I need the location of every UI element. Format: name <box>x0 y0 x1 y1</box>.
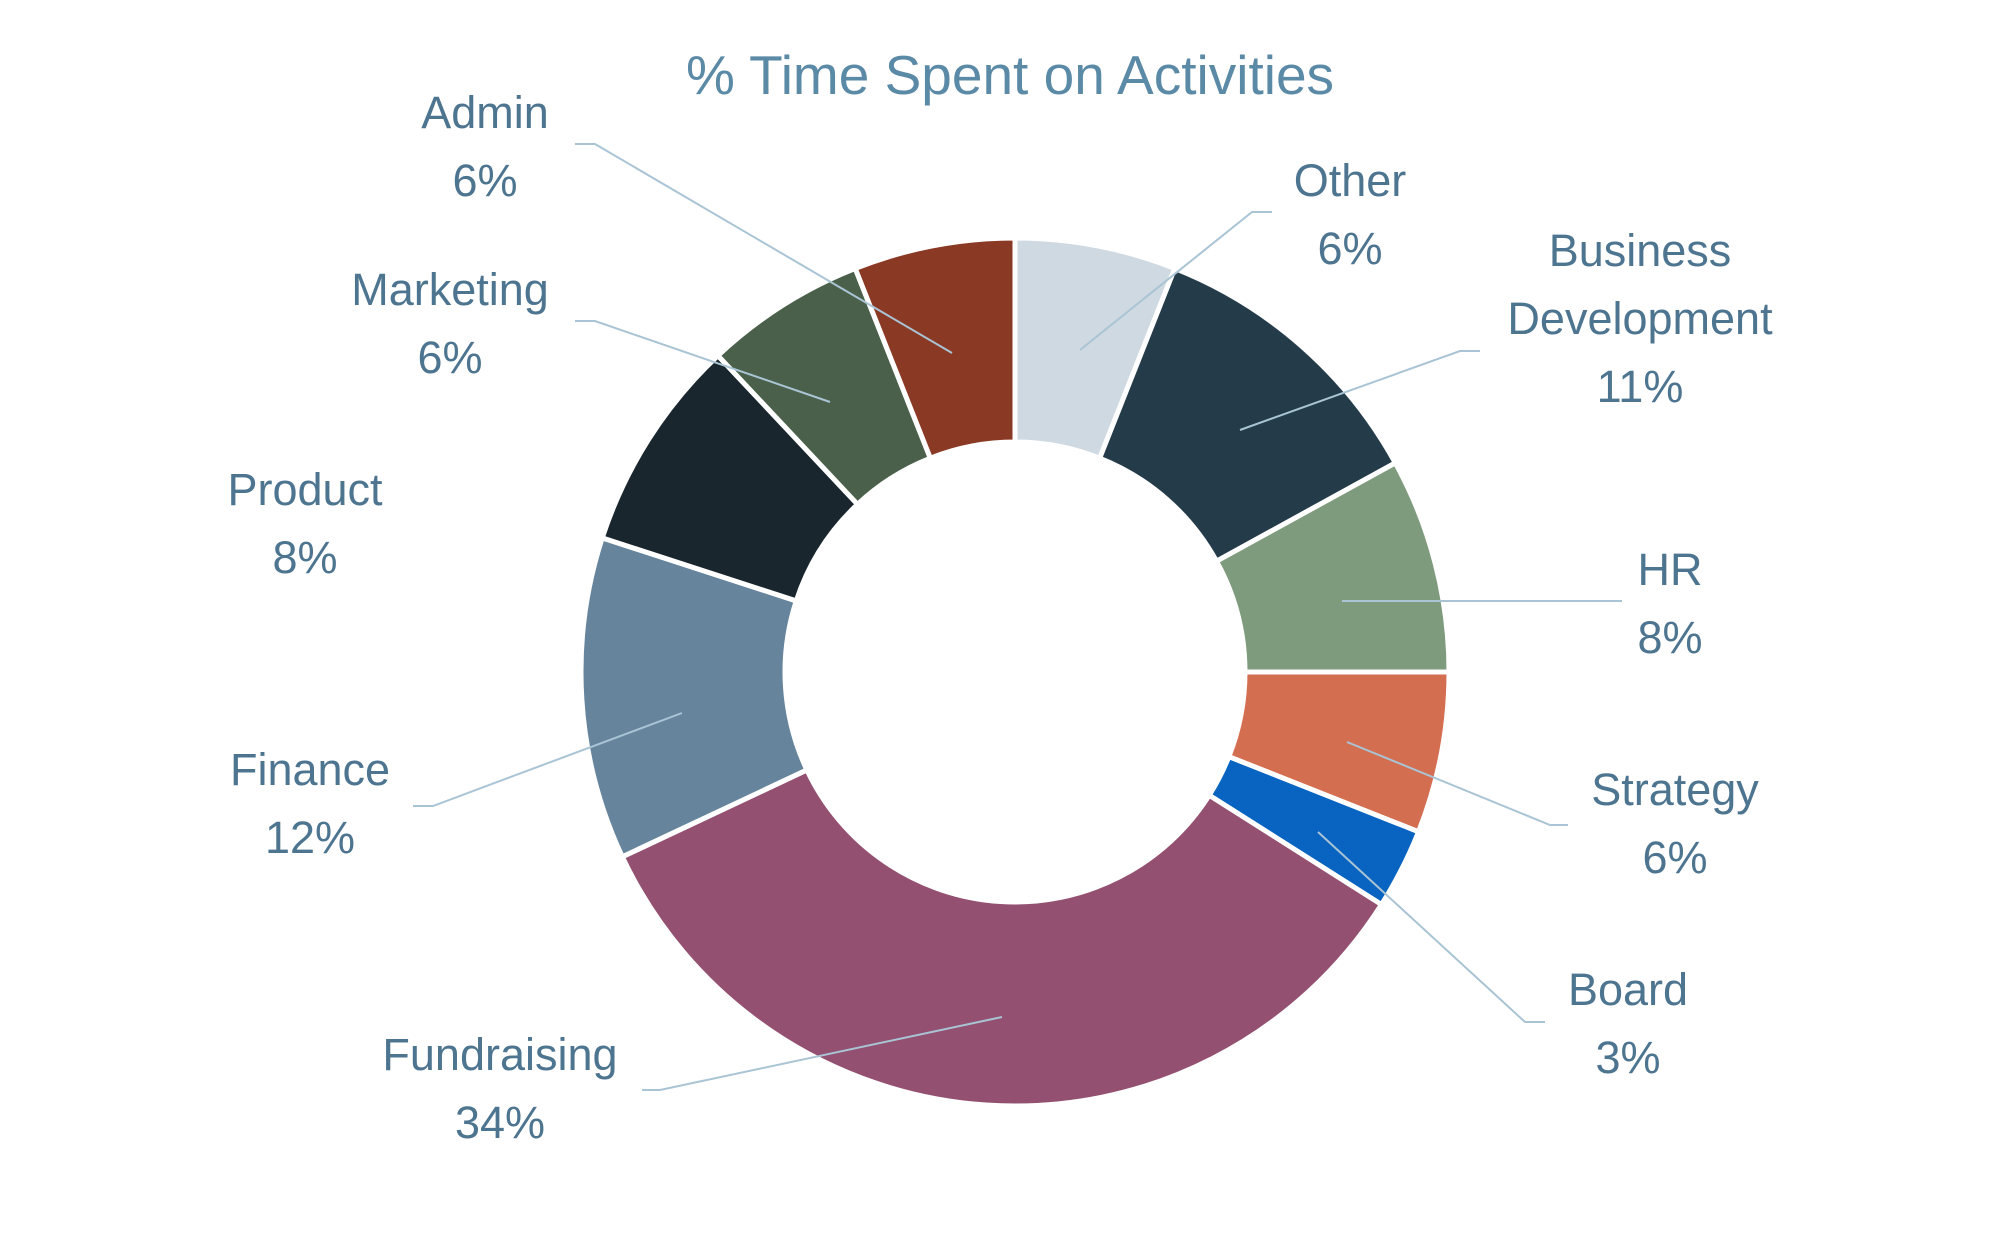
slice-finance <box>578 534 811 861</box>
data-label-business-development: Business Development 11% <box>1507 225 1773 412</box>
data-label-marketing: Marketing 6% <box>351 264 549 383</box>
data-label-strategy: Strategy 6% <box>1591 764 1759 883</box>
data-label-name-hr: HR <box>1638 544 1703 595</box>
data-label-name-finance: Finance <box>230 744 390 795</box>
data-label-value-product: 8% <box>272 532 337 583</box>
donut-slices <box>578 235 1452 1109</box>
leader-line-strategy <box>1346 741 1568 826</box>
leader-line-admin <box>575 143 953 354</box>
data-label-name-business-development: Business <box>1549 225 1732 276</box>
leader-lines <box>413 143 1622 1091</box>
data-label-name-fundraising: Fundraising <box>382 1029 617 1080</box>
data-label-other: Other 6% <box>1294 155 1407 274</box>
data-label-value-business-development: 11% <box>1597 361 1684 412</box>
data-label-admin: Admin 6% <box>421 87 549 206</box>
leader-line-other <box>1079 211 1272 351</box>
data-label-name-other: Other <box>1294 155 1407 206</box>
data-label-fundraising: Fundraising 34% <box>382 1029 617 1148</box>
slice-admin <box>851 235 1018 462</box>
leader-line-fundraising <box>642 1016 1003 1091</box>
data-label-value-finance: 12% <box>265 812 355 863</box>
data-label-name-strategy: Strategy <box>1591 764 1759 815</box>
data-label-name-admin: Admin <box>421 87 549 138</box>
data-label-name-business-development: Development <box>1507 293 1773 344</box>
data-label-name-marketing: Marketing <box>351 264 549 315</box>
leader-line-finance <box>413 712 683 807</box>
slice-business-development <box>1096 265 1399 565</box>
data-label-value-marketing: 6% <box>417 332 482 383</box>
data-label-hr: HR 8% <box>1637 544 1702 663</box>
data-label-product: Product 8% <box>227 464 383 583</box>
data-label-value-board: 3% <box>1595 1032 1660 1083</box>
data-label-finance: Finance 12% <box>230 744 390 863</box>
slice-fundraising <box>618 766 1385 1109</box>
data-label-value-strategy: 6% <box>1642 832 1707 883</box>
leader-line-marketing <box>575 320 831 403</box>
data-labels: Other 6% Business Development 11% HR 8% Strateg… <box>227 87 1773 1148</box>
data-label-name-board: Board <box>1568 964 1688 1015</box>
chart-title: % Time Spent on Activities <box>686 44 1334 106</box>
data-label-value-other: 6% <box>1317 223 1382 274</box>
data-label-value-admin: 6% <box>452 155 517 206</box>
leader-line-business-development <box>1239 350 1480 431</box>
data-label-name-product: Product <box>227 464 383 515</box>
data-label-value-fundraising: 34% <box>455 1097 545 1148</box>
data-label-value-hr: 8% <box>1637 612 1702 663</box>
leader-line-board <box>1317 831 1545 1023</box>
data-label-board: Board 3% <box>1568 964 1688 1083</box>
